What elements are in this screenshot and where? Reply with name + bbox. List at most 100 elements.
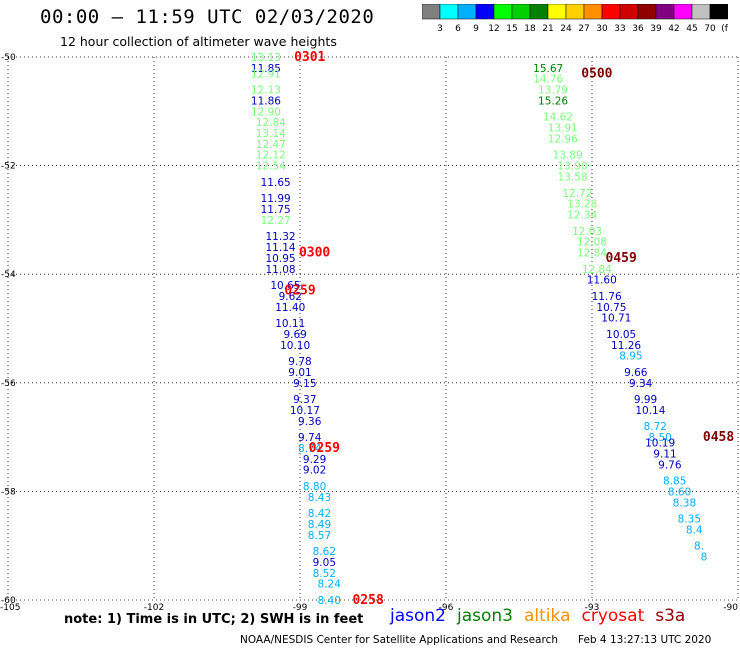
legend-altika: altika (524, 606, 571, 626)
wave-height-label: 8 (701, 552, 708, 564)
x-tick-label: -99 (293, 603, 308, 613)
wave-height-label: 10.05 (606, 329, 636, 341)
color-scale-label: 24 (560, 24, 572, 34)
pass-time-label: 0301 (294, 50, 325, 65)
color-scale-label: (ft) (721, 24, 728, 34)
wave-height-label: 10.11 (275, 318, 305, 330)
wave-height-label: 8.95 (619, 351, 642, 363)
color-scale-label: 12 (488, 24, 499, 34)
wave-height-label: 12.96 (548, 133, 578, 145)
wave-height-label: 8.42 (308, 508, 331, 520)
pass-time-label: 0500 (581, 66, 612, 81)
wave-height-label: 13.91 (548, 123, 578, 135)
y-tick-label: -58 (1, 487, 16, 497)
wave-height-label: 11.85 (251, 63, 281, 75)
wave-height-label: 11.08 (266, 264, 296, 276)
footer: NOAA/NESDIS Center for Satellite Applica… (240, 634, 731, 646)
wave-height-label: 15.26 (538, 95, 568, 107)
footer-credit: NOAA/NESDIS Center for Satellite Applica… (240, 634, 558, 646)
wave-height-label: 14.62 (543, 112, 573, 124)
wave-height-label: 10.10 (280, 340, 310, 352)
wave-height-label: 11.65 (261, 177, 291, 189)
wave-height-label: 10.71 (601, 313, 631, 325)
color-scale-label: 6 (455, 24, 461, 34)
wave-height-label: 13.14 (256, 128, 286, 140)
wave-height-label: 8.85 (663, 476, 686, 488)
wave-height-label: 12.12 (256, 150, 286, 162)
color-scale-label: 21 (542, 24, 553, 34)
wave-height-label: 8.38 (673, 497, 696, 509)
wave-height-label: 9.37 (293, 394, 316, 406)
wave-height-label: 10.75 (596, 302, 626, 314)
wave-height-label: 8.60 (668, 486, 691, 498)
wave-height-label: 9.99 (634, 394, 657, 406)
pass-time-label: 0459 (606, 251, 637, 266)
wave-height-label: 8.57 (308, 530, 331, 542)
map-title: 00:00 – 11:59 UTC 02/03/2020 (40, 6, 375, 28)
wave-height-label: 10.19 (645, 438, 675, 450)
wave-height-label: 10.17 (290, 405, 320, 417)
wave-height-label: 9.11 (653, 448, 676, 460)
wave-height-label: 10.95 (266, 253, 296, 265)
wave-height-label: 14.76 (533, 74, 563, 86)
wave-height-label: 12.13 (251, 85, 281, 97)
wave-height-label: 13.89 (553, 150, 583, 162)
wave-height-label: 11.26 (611, 340, 641, 352)
wave-height-label: 12.84 (582, 264, 612, 276)
wave-height-label: 9.78 (288, 356, 311, 368)
pass-time-label: 0259 (284, 283, 315, 298)
wave-height-label: 8.40 (318, 595, 341, 607)
map-subtitle: 12 hour collection of altimeter wave hei… (60, 34, 337, 49)
legend-cryosat: cryosat (581, 606, 645, 626)
wave-height-label: 9.02 (303, 465, 326, 477)
wave-height-label: 9.01 (288, 367, 311, 379)
wave-height-label: 11.86 (251, 95, 281, 107)
wave-height-label: 8.80 (303, 481, 326, 493)
satellite-legend: jason2 jason3 altika cryosat s3a (390, 606, 696, 626)
wave-height-label: 13.90 (558, 161, 588, 173)
x-tick-label: -102 (144, 603, 164, 613)
wave-height-label: 13.79 (538, 85, 568, 97)
color-scale-label: 15 (506, 24, 517, 34)
wave-height-label: 9.69 (283, 329, 306, 341)
wave-height-label: 8.52 (313, 568, 336, 580)
wave-height-label: 9.29 (303, 454, 326, 466)
wave-height-label: 12.91 (251, 68, 281, 80)
wave-height-label: 11.14 (266, 242, 296, 254)
wave-height-label: 8.49 (308, 519, 331, 531)
wave-height-label: 15.67 (533, 63, 563, 75)
color-swatch (709, 4, 728, 20)
wave-height-label: 8.43 (308, 492, 331, 504)
x-tick-label: -93 (585, 603, 600, 613)
wave-height-label: 12.03 (572, 226, 602, 238)
wave-height-label: 8.50 (648, 432, 671, 444)
y-tick-label: -54 (1, 270, 16, 280)
color-scale-label: 70 (704, 24, 716, 34)
wave-height-label: 12.54 (256, 161, 286, 173)
color-scale-label: 36 (632, 24, 644, 34)
wave-height-label: 8.72 (644, 421, 667, 433)
color-scale-label: 42 (668, 24, 679, 34)
wave-height-label: 8.4 (686, 524, 703, 536)
wave-height-label: 9.05 (313, 557, 336, 569)
wave-height-label: 13.28 (567, 199, 597, 211)
wave-height-label: 8.35 (678, 514, 701, 526)
wave-height-label: 12.84 (256, 117, 286, 129)
color-scale-label: 30 (596, 24, 608, 34)
wave-height-label: 11.75 (261, 204, 291, 216)
wave-height-label: 9.62 (279, 291, 302, 303)
y-tick-label: -50 (1, 53, 16, 63)
color-scale-label: 39 (650, 24, 662, 34)
y-tick-label: -56 (1, 379, 16, 389)
color-scale-label: 33 (614, 24, 625, 34)
pass-time-label: 0458 (703, 430, 734, 445)
wave-height-label: 8. (694, 541, 704, 553)
wave-height-label: 12.08 (577, 237, 607, 249)
wave-height-label: 12.72 (562, 188, 592, 200)
pass-time-label: 0259 (309, 441, 340, 456)
wave-height-label: 11.32 (266, 231, 296, 243)
legend-s3a: s3a (655, 606, 686, 626)
wave-height-label: 13.58 (558, 171, 588, 183)
